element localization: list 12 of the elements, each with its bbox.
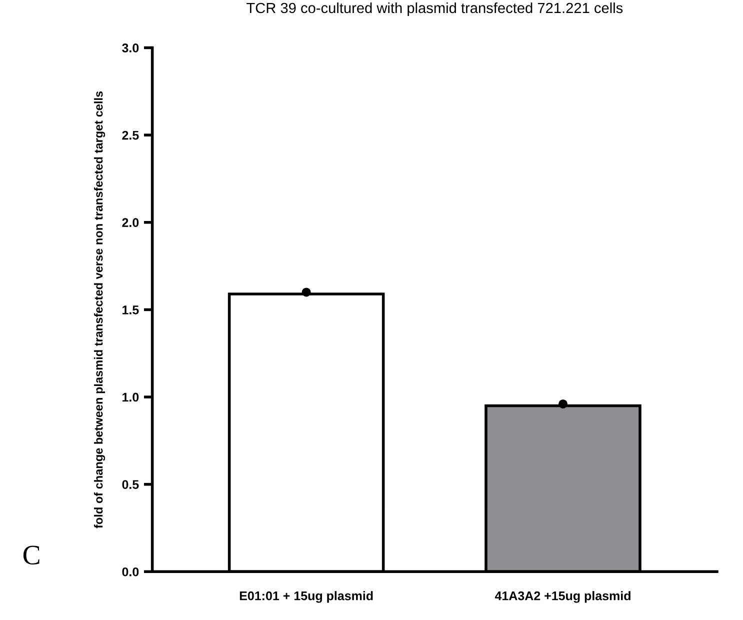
y-tick-label: 2.5 [122, 130, 139, 140]
y-tick-label: 3.0 [122, 44, 139, 52]
x-tick-label: E01:01 + 15ug plasmid [240, 591, 373, 603]
y-tick-label: 1.0 [122, 392, 139, 402]
text: C [23, 546, 40, 564]
y-tick-label: 2.0 [122, 218, 139, 228]
y-axis-title: fold of change between plasmid transfected verse non transfected target cells [94, 91, 106, 528]
chart-title: TCR 39 co-cultured with plasmid transfected 721.221 cells [246, 2, 623, 16]
y-tick-label: 0.0 [122, 567, 139, 576]
x-tick-label: 41A3A2 +15ug plasmid [494, 591, 630, 603]
y-tick-label: 0.5 [122, 480, 139, 489]
y-tick-label: 1.5 [122, 306, 139, 314]
